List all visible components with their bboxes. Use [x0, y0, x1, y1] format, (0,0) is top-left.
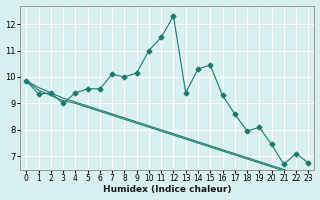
X-axis label: Humidex (Indice chaleur): Humidex (Indice chaleur): [103, 185, 232, 194]
